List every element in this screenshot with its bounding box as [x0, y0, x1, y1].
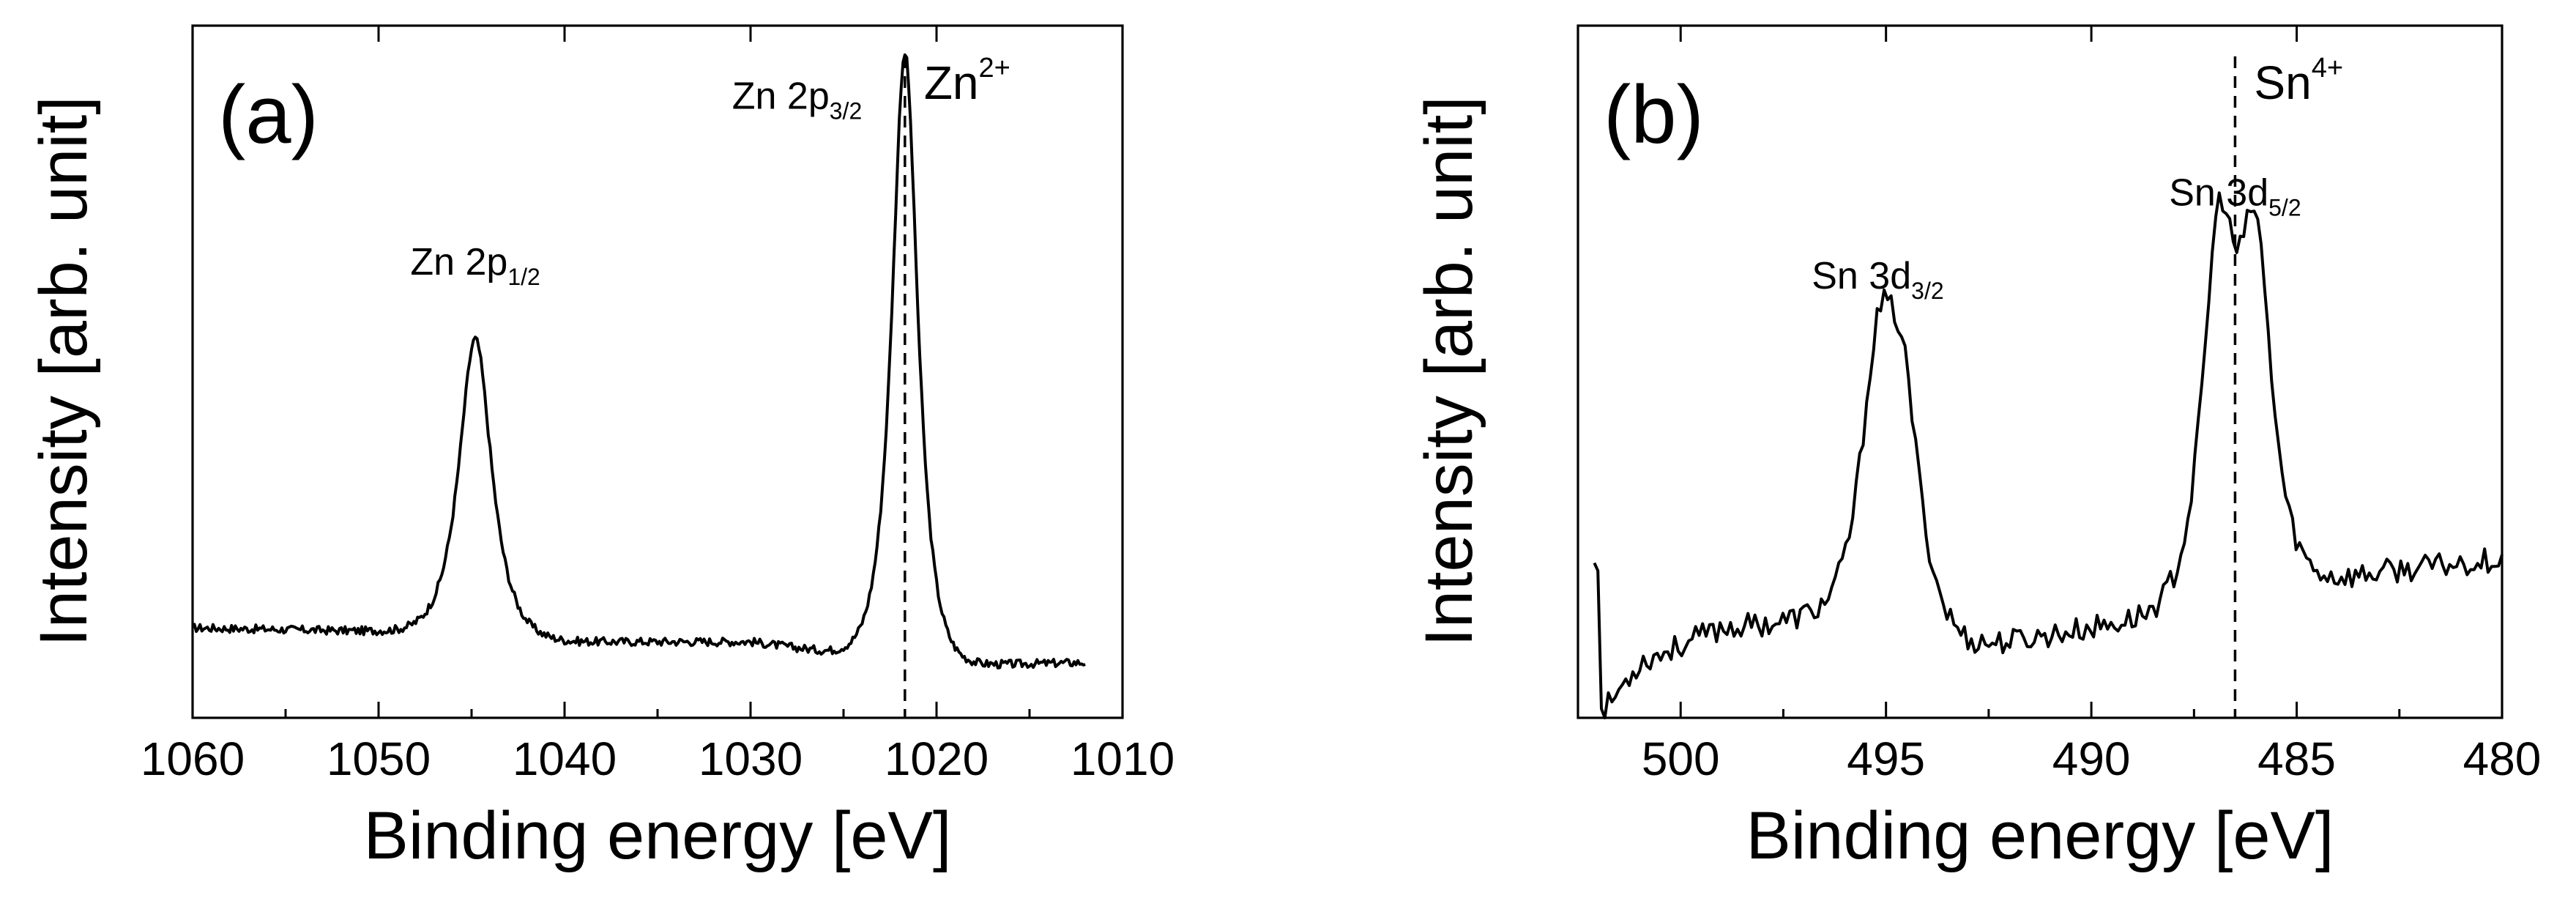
x-tick-label: 1040 — [513, 732, 617, 785]
ion-symbol: Zn2+ — [924, 53, 1010, 109]
peak-label-text: Sn 3d — [1812, 255, 1911, 297]
plot-frame-a — [191, 24, 1124, 719]
peak-label: Sn 3d5/2 — [2169, 172, 2301, 221]
panel-label-b: (b) — [1604, 69, 1704, 160]
peak-annotations-a: Zn 2p1/2Zn 2p3/2 — [410, 75, 862, 290]
peak-label-subscript: 3/2 — [830, 97, 862, 124]
x-tick-label: 480 — [2463, 732, 2542, 785]
peak-label-subscript: 3/2 — [1911, 278, 1943, 304]
x-tick-label: 500 — [1642, 732, 1720, 785]
x-axis-label-a: Binding energy [eV] — [364, 798, 952, 873]
y-axis-label-b: Intensity [arb. unit] — [1412, 96, 1486, 647]
x-tick-label: 490 — [2052, 732, 2131, 785]
ion-symbol: Sn4+ — [2254, 53, 2343, 109]
ion-charge: 4+ — [2312, 53, 2343, 84]
panel-a: 1060 1050 1040 1030 1020 1010 Zn 2p1/2Zn 2p3/… — [26, 24, 1175, 873]
y-axis-label-a: Intensity [arb. unit] — [26, 96, 101, 647]
spectrum-line-a — [192, 53, 1086, 669]
x-tick-label: 1060 — [141, 732, 245, 785]
plot-frame-b — [1577, 24, 2504, 719]
x-ticks-a — [191, 26, 1124, 718]
x-tick-label: 1020 — [885, 732, 989, 785]
spectrum-line-b — [1593, 191, 2504, 719]
peak-label-text: Zn 2p — [732, 75, 830, 117]
x-tick-labels-a: 1060 1050 1040 1030 1020 1010 — [141, 732, 1175, 785]
peak-label-text: Zn 2p — [410, 241, 507, 283]
peak-label-subscript: 1/2 — [507, 264, 540, 290]
ion-label-b: Sn4+ — [2254, 53, 2343, 109]
x-tick-label: 1030 — [699, 732, 803, 785]
peak-label: Sn 3d3/2 — [1812, 255, 1943, 304]
x-tick-label: 495 — [1847, 732, 1925, 785]
peak-label-subscript: 5/2 — [2268, 195, 2301, 221]
ion-charge: 2+ — [979, 53, 1010, 84]
x-ticks-b — [1679, 26, 2504, 718]
panel-label-a: (a) — [218, 69, 319, 160]
peak-label: Zn 2p1/2 — [410, 241, 540, 290]
ion-label-a: Zn2+ — [924, 53, 1010, 109]
peak-annotations-b: Sn 3d3/2Sn 3d5/2 — [1812, 172, 2301, 304]
x-tick-label: 1050 — [327, 732, 431, 785]
x-tick-label: 485 — [2257, 732, 2336, 785]
panel-b: 500 495 490 485 480 Sn 3d3/2Sn 3d5/2 Sn4+ (b… — [1412, 24, 2542, 873]
peak-label-text: Sn 3d — [2169, 172, 2268, 215]
x-axis-label-b: Binding energy [eV] — [1746, 798, 2334, 873]
peak-label: Zn 2p3/2 — [732, 75, 862, 124]
x-tick-label: 1010 — [1071, 732, 1175, 785]
x-tick-labels-b: 500 495 490 485 480 — [1642, 732, 2542, 785]
